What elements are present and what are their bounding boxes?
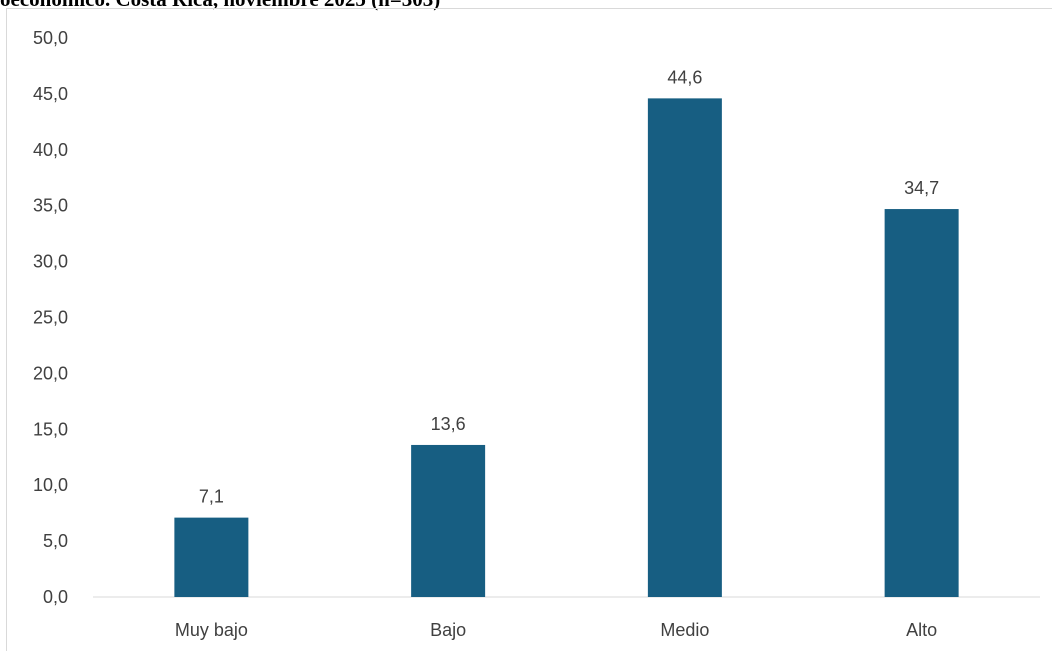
y-tick-label: 5,0 xyxy=(43,531,68,551)
data-label: 44,6 xyxy=(667,67,702,87)
y-tick-label: 50,0 xyxy=(33,28,68,48)
x-tick-label: Medio xyxy=(660,620,709,640)
bar xyxy=(647,98,722,597)
x-tick-label: Muy bajo xyxy=(175,620,248,640)
y-tick-label: 20,0 xyxy=(33,363,68,383)
y-tick-label: 40,0 xyxy=(33,140,68,160)
y-tick-label: 25,0 xyxy=(33,308,68,328)
y-tick-label: 30,0 xyxy=(33,252,68,272)
bar xyxy=(174,517,249,597)
bar xyxy=(884,209,959,597)
x-tick-label: Alto xyxy=(906,620,937,640)
y-tick-label: 0,0 xyxy=(43,587,68,607)
data-label: 7,1 xyxy=(199,487,224,507)
y-tick-label: 10,0 xyxy=(33,475,68,495)
bar xyxy=(411,444,486,597)
data-label: 34,7 xyxy=(904,178,939,198)
chart-frame xyxy=(6,8,1052,651)
x-tick-label: Bajo xyxy=(430,620,466,640)
data-label: 13,6 xyxy=(431,414,466,434)
y-tick-label: 35,0 xyxy=(33,196,68,216)
y-tick-label: 15,0 xyxy=(33,419,68,439)
y-tick-label: 45,0 xyxy=(33,84,68,104)
chart-caption: oeconómico. Costa Rica, noviembre 2025 (… xyxy=(0,0,440,12)
